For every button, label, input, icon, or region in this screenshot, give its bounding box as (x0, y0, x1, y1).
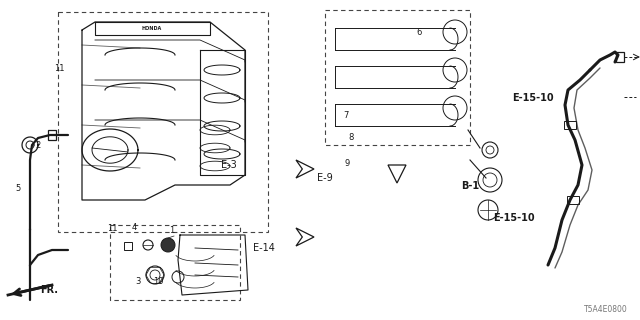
Text: 8: 8 (348, 133, 353, 142)
Text: 11: 11 (107, 224, 117, 233)
Text: E-9: E-9 (317, 172, 333, 183)
Text: 11: 11 (54, 64, 64, 73)
Text: 10: 10 (154, 277, 164, 286)
Text: E-3: E-3 (221, 160, 237, 170)
Text: 6: 6 (417, 28, 422, 36)
Text: 5: 5 (15, 184, 20, 193)
Circle shape (161, 238, 175, 252)
Text: 1: 1 (169, 226, 174, 235)
Text: T5A4E0800: T5A4E0800 (584, 305, 628, 314)
Bar (616, 52, 624, 62)
Text: E-15-10: E-15-10 (512, 92, 554, 103)
Text: HONDA: HONDA (142, 26, 162, 30)
Text: E-15-10: E-15-10 (493, 212, 534, 223)
Text: 7: 7 (343, 111, 348, 120)
Text: 3: 3 (135, 277, 140, 286)
Text: E-14: E-14 (253, 243, 275, 253)
Text: 9: 9 (345, 159, 350, 168)
Text: 4: 4 (132, 223, 137, 232)
Text: FR.: FR. (40, 285, 58, 295)
Bar (48, 130, 56, 140)
Bar (124, 242, 132, 250)
Text: 2: 2 (36, 141, 41, 150)
Text: B-1: B-1 (461, 180, 479, 191)
